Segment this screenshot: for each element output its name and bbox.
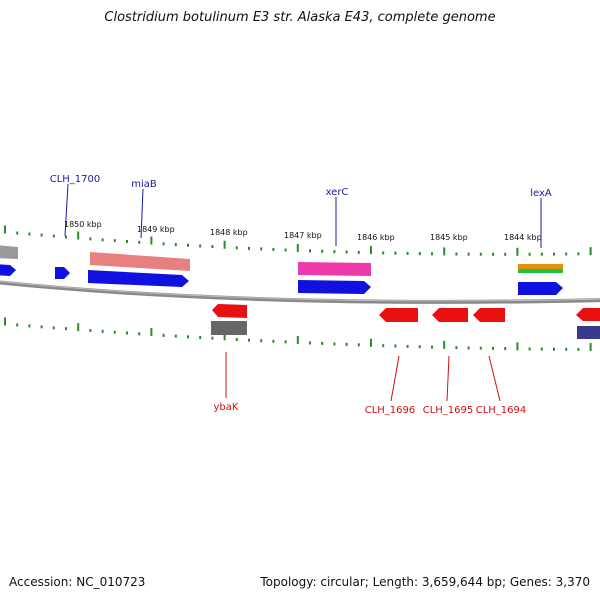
- leader-CLH_1694: [488, 355, 501, 402]
- ruler-label: 1845 kbp: [430, 233, 468, 242]
- outer-ruler: [4, 225, 592, 256]
- leader-CLH_1700: [64, 183, 69, 237]
- ruler-label: 1847 kbp: [284, 231, 322, 240]
- gene-label: CLH_1694: [476, 405, 527, 416]
- reverse-features: [211, 304, 600, 339]
- genome-backbone: [0, 280, 600, 304]
- inner-ruler: [4, 317, 592, 351]
- accession-label: Accession: NC_010723: [9, 575, 146, 589]
- ruler-label: 1846 kbp: [357, 233, 395, 242]
- forward-labels: CLH_1700 miaB xerC lexA: [50, 174, 552, 199]
- forward-features: [0, 245, 563, 295]
- reverse-labels: ybaK CLH_1696 CLH_1695 CLH_1694: [214, 402, 527, 416]
- ruler-label: 1844 kbp: [504, 233, 542, 242]
- gene-ybaK: [211, 321, 247, 335]
- leader-CLH_1695: [446, 355, 450, 402]
- gene-label: xerC: [326, 187, 349, 198]
- cds-arrow: [55, 267, 70, 279]
- cds-CLH_1696: [379, 308, 418, 322]
- map-title: Clostridium botulinum E3 str. Alaska E43…: [104, 10, 496, 25]
- cds-CLH_1695: [432, 308, 468, 322]
- gene-label: miaB: [131, 179, 157, 190]
- gene-label: CLH_1696: [365, 405, 416, 416]
- gene-lexA-a: [518, 264, 563, 269]
- gene-label: CLH_1700: [50, 174, 101, 185]
- gene-segment: [0, 245, 18, 259]
- genome-backbone-highlight: [0, 280, 600, 302]
- cds-arrow: [576, 308, 600, 321]
- gene-lexA-b: [518, 269, 563, 273]
- leader-miaB: [140, 188, 144, 239]
- gene-segment: [577, 326, 600, 339]
- cds-xerC: [298, 280, 371, 294]
- cds-lexA: [518, 282, 563, 295]
- gene-label: lexA: [530, 188, 552, 199]
- ruler-label: 1850 kbp: [64, 220, 102, 229]
- gene-label: CLH_1695: [423, 405, 474, 416]
- cds-CLH_1694: [473, 308, 505, 322]
- cds-ybaK: [212, 304, 247, 318]
- label-leaders: [64, 183, 542, 402]
- cds-miaB: [88, 270, 189, 287]
- gene-xerC: [298, 262, 371, 276]
- ruler-labels: 1850 kbp 1849 kbp 1848 kbp 1847 kbp 1846…: [64, 220, 542, 242]
- leader-CLH_1696: [390, 355, 400, 402]
- ruler-label: 1849 kbp: [137, 225, 175, 234]
- gene-miaB: [90, 252, 190, 271]
- cds-arrow: [0, 264, 16, 276]
- gene-label: ybaK: [214, 402, 239, 413]
- ruler-label: 1848 kbp: [210, 228, 248, 237]
- genome-summary: Topology: circular; Length: 3,659,644 bp…: [260, 575, 590, 589]
